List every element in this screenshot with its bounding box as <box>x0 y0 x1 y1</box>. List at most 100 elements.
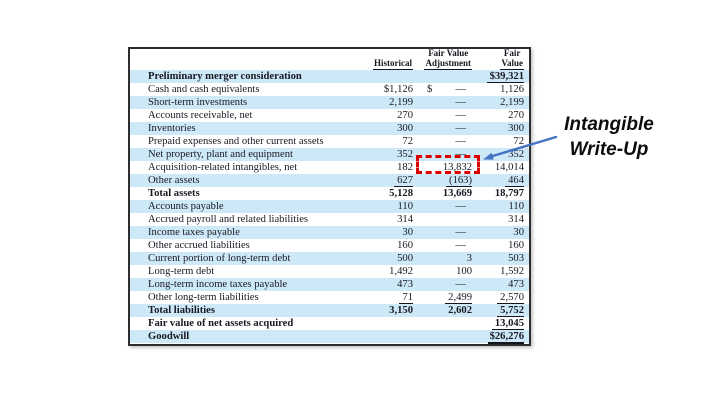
fair-value-value: $39,321 <box>472 71 529 83</box>
historical-value: 182 <box>397 161 413 173</box>
table-row: Other long-term liabilities 71 2,499 2,570 <box>130 291 529 304</box>
row-label: Fair value of net assets acquired <box>148 317 294 329</box>
fair-value-value: 2,199 <box>500 96 524 108</box>
row-label: Prepaid expenses and other current asset… <box>148 135 324 147</box>
row-label: Acquisition-related intangibles, net <box>148 161 298 173</box>
row-label: Total liabilities <box>148 304 216 316</box>
historical-value: 314 <box>397 213 413 225</box>
fair-value-value: $26,276 <box>487 330 525 344</box>
fair-value-adjustment-value: 2,602 <box>448 304 472 316</box>
purchase-price-allocation-table: Historical Fair Value Adjustment Fair Va… <box>128 47 531 346</box>
historical-value: 500 <box>397 252 413 264</box>
table-row: Other accrued liabilities 160 — 160 <box>130 239 529 252</box>
row-label: Cash and cash equivalents <box>148 83 260 95</box>
fair-value-value: 72 <box>513 135 524 147</box>
historical-value: 72 <box>402 135 413 147</box>
historical-value: 5,128 <box>389 187 413 199</box>
row-label: Accounts receivable, net <box>148 109 253 121</box>
currency-symbol: $ <box>427 83 433 95</box>
historical-value: 110 <box>397 200 414 212</box>
fair-value-value: 300 <box>508 122 524 134</box>
fair-value-value: 464 <box>472 175 529 187</box>
row-label: Short-term investments <box>148 96 248 108</box>
fair-value-adjustment-value: — <box>455 239 466 251</box>
table-row: Accounts payable 110 — 110 <box>130 200 529 213</box>
fair-value-value: 13,045 <box>472 318 529 330</box>
fair-value-adjustment-value: 100 <box>456 265 472 277</box>
row-label: Accrued payroll and related liabilities <box>148 213 309 225</box>
col-header-historical: Historical <box>351 58 413 70</box>
fair-value-adjustment-value: $ — <box>427 83 466 95</box>
annotation-text: Intangible Write-Up <box>550 112 668 162</box>
fair-value-adjustment-value: — <box>455 109 466 121</box>
row-label: Accounts payable <box>148 200 224 212</box>
annotation-line1: Intangible <box>564 114 654 135</box>
fair-value-value: 270 <box>508 109 524 121</box>
fair-value-adjustment-value: — <box>455 122 466 134</box>
row-label: Total assets <box>148 187 200 199</box>
annotation-line2: Write-Up <box>569 139 649 160</box>
historical-value: 352 <box>397 148 413 160</box>
fair-value-value: 473 <box>508 278 524 290</box>
table-row: Other assets 627 (163) 464 <box>130 174 529 187</box>
table-row: Cash and cash equivalents $1,126 $ — 1,126 <box>130 83 529 96</box>
col-header-fair-value-adjustment: Fair Value Adjustment <box>413 48 472 70</box>
table-row: Preliminary merger consideration $39,321 <box>130 70 529 83</box>
row-label: Other long-term liabilities <box>148 291 259 303</box>
table-row: Short-term investments 2,199 — 2,199 <box>130 96 529 109</box>
row-label: Long-term income taxes payable <box>148 278 288 290</box>
historical-value: 160 <box>397 239 413 251</box>
table-row: Goodwill $26,276 <box>130 330 529 344</box>
header-fair-value-line1: Fair <box>503 48 521 58</box>
fair-value-value: 1,592 <box>500 265 524 277</box>
historical-value: $1,126 <box>383 83 413 95</box>
historical-value: 1,492 <box>389 265 413 277</box>
fair-value-adjustment-value: 3 <box>466 252 472 264</box>
table-row: Total liabilities 3,150 2,602 5,752 <box>130 304 529 317</box>
table-row: Income taxes payable 30 — 30 <box>130 226 529 239</box>
row-label: Net property, plant and equipment <box>148 148 293 160</box>
historical-value: 473 <box>397 278 413 290</box>
col-header-fair-value: Fair Value <box>472 48 529 70</box>
fair-value-adjustment-value: — <box>455 226 466 238</box>
header-fair-value-adjustment-line1: Fair Value <box>428 48 469 58</box>
table-row: Prepaid expenses and other current asset… <box>130 135 529 148</box>
fair-value-value: 160 <box>508 239 524 251</box>
fair-value-adjustment-value: — <box>455 200 466 212</box>
row-label: Inventories <box>148 122 196 134</box>
fair-value-adjustment-value: (163) <box>413 175 472 187</box>
historical-value: 71 <box>351 292 413 304</box>
fair-value-value: 1,126 <box>500 83 524 95</box>
historical-value: 270 <box>397 109 413 121</box>
table-row: Fair value of net assets acquired 13,045 <box>130 317 529 330</box>
header-fair-value-line2: Value <box>500 58 524 70</box>
fair-value-adjustment-value: — <box>455 278 466 290</box>
row-label: Other assets <box>148 174 200 186</box>
fair-value-value: 314 <box>508 213 524 225</box>
historical-value: 300 <box>397 122 413 134</box>
table-row: Total assets 5,128 13,669 18,797 <box>130 187 529 200</box>
fair-value-adjustment-value: — <box>455 135 466 147</box>
fair-value-adjustment-value: 13,669 <box>442 187 472 199</box>
fair-value-value: 110 <box>508 200 525 212</box>
row-label: Current portion of long-term debt <box>148 252 291 264</box>
table-row: Accounts receivable, net 270 — 270 <box>130 109 529 122</box>
fair-value-adjustment-value: 13,832 <box>413 154 480 174</box>
row-label: Other accrued liabilities <box>148 239 250 251</box>
table-header: Historical Fair Value Adjustment Fair Va… <box>130 48 529 70</box>
table-row: Net property, plant and equipment 352 — 352 <box>130 148 529 161</box>
table-row: Acquisition-related intangibles, net 182 1… <box>130 154 529 174</box>
row-label: Income taxes payable <box>148 226 240 238</box>
row-label: Preliminary merger consideration <box>148 70 302 82</box>
header-historical-label: Historical <box>373 58 413 70</box>
table-row: Current portion of long-term debt 500 3 503 <box>130 252 529 265</box>
fair-value-value: 30 <box>513 226 524 238</box>
fair-value-value: 2,570 <box>472 292 529 304</box>
row-label: Goodwill <box>148 330 190 342</box>
fair-value-adjustment-value: — <box>455 148 466 160</box>
fair-value-value: 352 <box>508 148 524 160</box>
table-row: Long-term income taxes payable 473 — 473 <box>130 278 529 291</box>
table-row: Inventories 300 — 300 <box>130 122 529 135</box>
table-body: Preliminary merger consideration $39,321 C… <box>130 70 529 344</box>
fair-value-value: 5,752 <box>472 305 529 317</box>
